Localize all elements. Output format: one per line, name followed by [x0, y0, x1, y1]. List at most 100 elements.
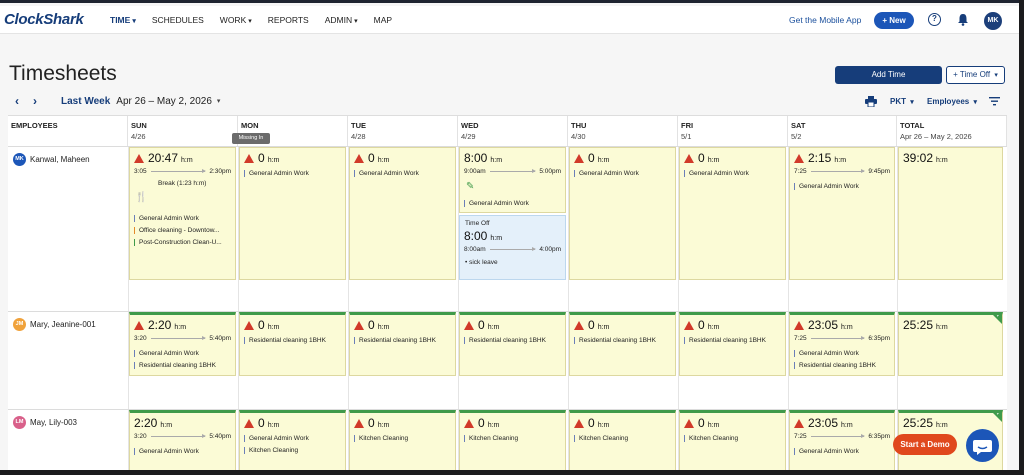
arrow-icon [489, 247, 536, 251]
print-icon[interactable] [865, 96, 877, 107]
timesheet-cell[interactable]: 0 h:m Residential cleaning 1BHK [679, 312, 786, 376]
hours-unit: h:m [841, 324, 853, 331]
warning-icon[interactable] [134, 154, 144, 163]
timesheet-cell[interactable]: 23:05 h:m 7:25 6:35pm General Admin Work [789, 410, 895, 470]
chat-button[interactable] [966, 429, 999, 462]
timesheet-cell[interactable]: 2:20 h:m 3:20 5:40pm General Admin Work Resid… [129, 312, 236, 376]
timesheet-cell[interactable]: 0 h:m Residential cleaning 1BHK [569, 312, 676, 376]
total-cell[interactable]: 39:02 h:m [898, 147, 1003, 280]
timesheet-cell[interactable]: 0 h:m Kitchen Cleaning [679, 410, 786, 470]
help-icon[interactable]: ? [928, 13, 941, 26]
start-demo-button[interactable]: Start a Demo [893, 434, 957, 455]
warning-icon[interactable] [684, 419, 694, 428]
timesheet-cell[interactable]: 0 h:m General Admin Work [679, 147, 786, 280]
warning-icon[interactable] [134, 321, 144, 330]
nav-item-admin[interactable]: ADMIN ▾ [325, 15, 358, 25]
column-date: 4/28 [351, 132, 366, 141]
nav-item-map[interactable]: MAP [374, 15, 392, 25]
job-tag: Residential cleaning 1BHK [794, 362, 891, 369]
user-avatar[interactable]: MK [984, 12, 1002, 30]
timesheet-cell[interactable]: 0 h:m Residential cleaning 1BHK [349, 312, 456, 376]
hours-total: 0 h:m [244, 318, 279, 332]
column-day: SUN [131, 121, 147, 130]
column-header-tue: TUE 4/28 [348, 116, 458, 146]
timesheet-cell[interactable]: 0 h:m General Admin Work [349, 147, 456, 280]
total-cell[interactable]: 25:25 h:m ✓ [898, 312, 1003, 376]
timesheet-cell[interactable]: 0 h:m General Admin Work [569, 147, 676, 280]
warning-icon[interactable] [794, 321, 804, 330]
timesheet-cell[interactable]: 8:00 h:m 9:00am 5:00pm ✎ General Admin Work [459, 147, 566, 213]
hours-unit: h:m [936, 157, 948, 164]
warning-icon[interactable] [244, 321, 254, 330]
timesheet-cell[interactable]: 0 h:m Kitchen Cleaning [459, 410, 566, 470]
warning-icon[interactable] [244, 419, 254, 428]
get-mobile-app-link[interactable]: Get the Mobile App [789, 15, 862, 25]
warning-icon[interactable] [684, 321, 694, 330]
warning-icon[interactable] [684, 154, 694, 163]
timesheet-cell[interactable]: 20:47 h:m 3:05 2:30pm Break (1:23 h:m) 🍴 Gener… [129, 147, 236, 280]
checkmark-icon: ✓ [995, 313, 1001, 319]
timesheet-cell[interactable]: 2:15 h:m 7:25 9:45pm General Admin Work [789, 147, 895, 280]
clockshark-logo[interactable]: ClockShark [4, 11, 84, 28]
hours-unit: h:m [841, 422, 853, 429]
warning-icon[interactable] [354, 419, 364, 428]
employee-avatar: JM [13, 318, 26, 331]
time-off-cell[interactable]: Time Off 8:00 h:m 8:00am 4:00pm • sick leave [459, 215, 566, 280]
warning-icon[interactable] [354, 321, 364, 330]
timesheet-cell[interactable]: 0 h:m Kitchen Cleaning [569, 410, 676, 470]
chevron-down-icon[interactable]: ▾ [216, 98, 221, 105]
hours-unit: h:m [707, 324, 720, 331]
timezone-select[interactable]: PKT ▾ [890, 97, 914, 106]
nav-item-schedules[interactable]: SCHEDULES [152, 15, 204, 25]
timesheet-cell[interactable]: 0 h:m Residential cleaning 1BHK [459, 312, 566, 376]
chevron-right-icon[interactable]: › [33, 94, 37, 108]
add-time-button[interactable]: Add Time [835, 66, 942, 84]
warning-icon[interactable] [574, 321, 584, 330]
timesheet-cell[interactable]: 0 h:m General Admin Work Kitchen Cleaning [239, 410, 346, 470]
new-button[interactable]: + New [874, 12, 914, 29]
checkmark-icon: ✓ [995, 411, 1001, 417]
warning-icon[interactable] [464, 321, 474, 330]
hours-value: 0 [368, 151, 375, 165]
timesheet-cell[interactable]: 0 h:m Kitchen Cleaning [349, 410, 456, 470]
warning-icon[interactable] [794, 419, 804, 428]
week-label[interactable]: Last Week [61, 95, 111, 107]
break-label: Break (1:23 h:m) [158, 180, 207, 187]
time-off-button[interactable]: + Time Off ▾ [946, 66, 1005, 84]
timesheet-cell[interactable]: 0 h:m Residential cleaning 1BHK [239, 312, 346, 376]
warning-icon[interactable] [574, 154, 584, 163]
hours-unit: h:m [181, 157, 193, 164]
nav-item-work[interactable]: WORK ▾ [220, 15, 252, 25]
column-divider [348, 146, 349, 470]
timesheet-cell[interactable]: 2:20 h:m 3:20 5:40pm General Admin Work [129, 410, 236, 470]
hours-total: 2:20 h:m [134, 318, 186, 332]
hours-value: 2:15 [808, 151, 832, 165]
hours-unit: h:m [936, 324, 948, 331]
warning-icon[interactable] [464, 419, 474, 428]
nav-item-reports[interactable]: REPORTS [268, 15, 309, 25]
warning-icon[interactable] [354, 154, 364, 163]
nav-item-label: TIME [110, 15, 131, 25]
warning-icon[interactable] [244, 154, 254, 163]
employee-name-cell[interactable]: LM May, Lily-003 [13, 416, 77, 429]
time-off-note: • sick leave [465, 259, 498, 266]
filter-icon[interactable] [989, 96, 1000, 106]
week-range[interactable]: Apr 26 – May 2, 2026 [116, 95, 212, 107]
warning-icon[interactable] [794, 154, 804, 163]
warning-icon[interactable] [574, 419, 584, 428]
chevron-down-icon: ▾ [132, 18, 136, 25]
pencil-icon[interactable]: ✎ [466, 181, 475, 192]
employees-filter[interactable]: Employees ▾ [927, 97, 977, 106]
chevron-left-icon[interactable]: ‹ [15, 94, 19, 108]
timesheet-cell[interactable]: 23:05 h:m 7:25 6:35pm General Admin Work Resi… [789, 312, 895, 376]
nav-item-time[interactable]: TIME ▾ [110, 15, 136, 25]
nav-item-label: REPORTS [267, 15, 309, 25]
hours-value: 0 [478, 416, 485, 430]
bell-icon[interactable] [957, 13, 969, 26]
timesheet-cell[interactable]: 0 h:m General Admin Work [239, 147, 346, 280]
hours-unit: h:m [267, 157, 280, 164]
employee-name-cell[interactable]: MK Kanwal, Maheen [13, 153, 90, 166]
start-time: 9:00am [464, 168, 486, 175]
employee-name-cell[interactable]: JM Mary, Jeanine-001 [13, 318, 96, 331]
